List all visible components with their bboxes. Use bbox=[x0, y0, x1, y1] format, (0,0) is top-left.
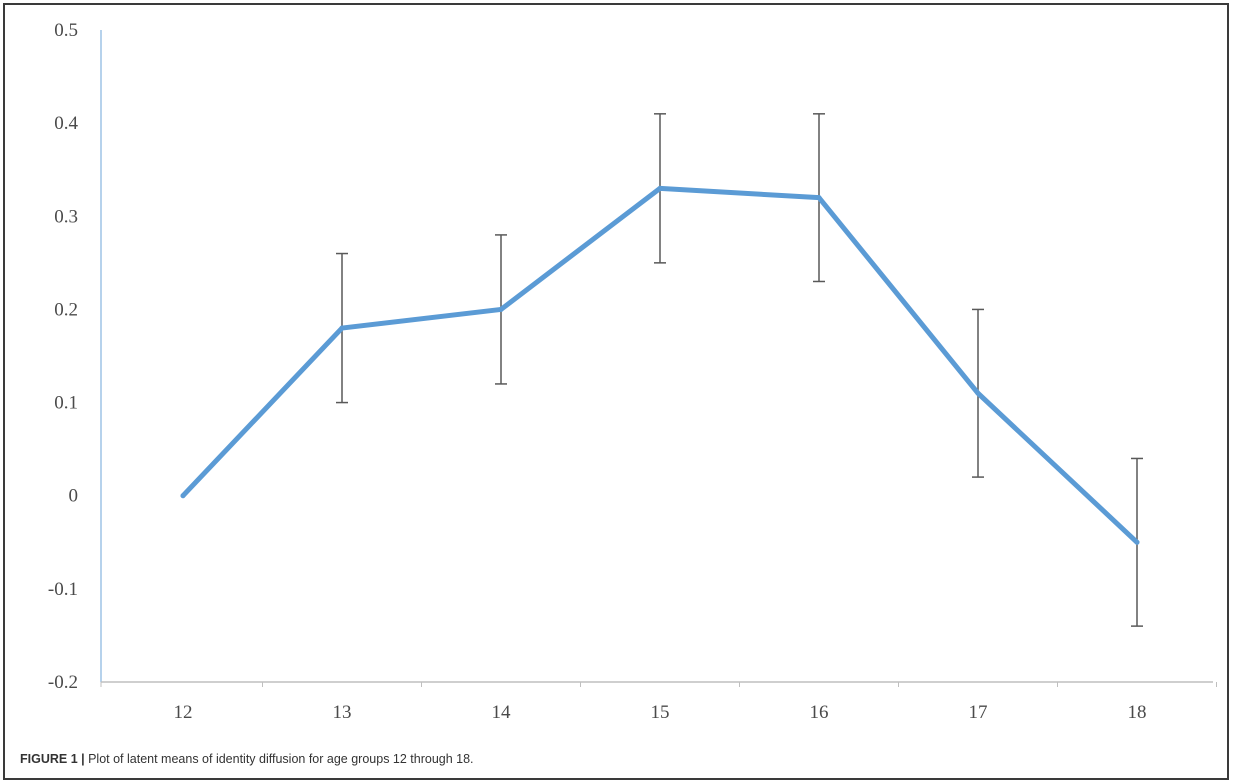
data-point bbox=[657, 185, 663, 191]
data-point bbox=[180, 493, 186, 499]
x-tick-label: 12 bbox=[174, 702, 193, 723]
y-tick-label: 0.1 bbox=[54, 393, 78, 414]
figure-caption: FIGURE 1 | Plot of latent means of ident… bbox=[20, 752, 474, 766]
figure-frame bbox=[3, 3, 1229, 780]
x-tick-label: 17 bbox=[969, 702, 988, 723]
y-tick-label: -0.2 bbox=[48, 672, 78, 693]
x-tick-label: 15 bbox=[651, 702, 670, 723]
x-tick-label: 16 bbox=[810, 702, 829, 723]
y-tick-label: 0.4 bbox=[54, 113, 78, 134]
data-point bbox=[816, 195, 822, 201]
data-series bbox=[180, 185, 1140, 545]
y-axis: -0.2 -0.1 0 0.1 0.2 0.3 0.4 0.5 bbox=[48, 20, 102, 693]
x-axis: 12 13 14 15 16 17 18 bbox=[100, 681, 1217, 723]
data-point bbox=[975, 390, 981, 396]
y-tick-label: 0.5 bbox=[54, 20, 78, 41]
y-tick-label: -0.1 bbox=[48, 579, 78, 600]
caption-text: Plot of latent means of identity diffusi… bbox=[84, 752, 474, 766]
data-point bbox=[1134, 539, 1140, 545]
x-tick-label: 18 bbox=[1128, 702, 1147, 723]
data-point bbox=[498, 306, 504, 312]
data-point bbox=[339, 325, 345, 331]
y-tick-label: 0.2 bbox=[54, 299, 78, 320]
figure-label: FIGURE 1 | bbox=[20, 752, 85, 766]
y-tick-label: 0 bbox=[69, 486, 79, 507]
y-tick-label: 0.3 bbox=[54, 206, 78, 227]
x-tick-label: 13 bbox=[333, 702, 352, 723]
x-tick-label: 14 bbox=[492, 702, 512, 723]
